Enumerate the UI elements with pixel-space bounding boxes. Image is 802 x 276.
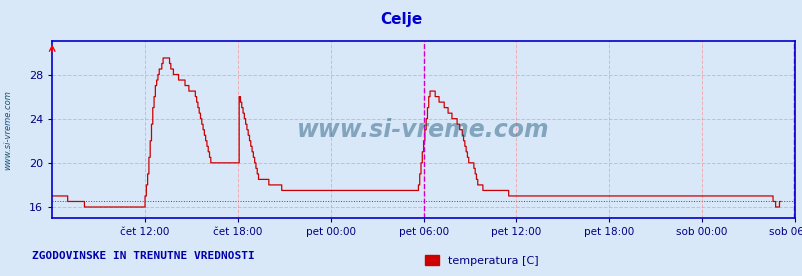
Text: ZGODOVINSKE IN TRENUTNE VREDNOSTI: ZGODOVINSKE IN TRENUTNE VREDNOSTI: [32, 251, 254, 261]
Text: www.si-vreme.com: www.si-vreme.com: [297, 118, 549, 142]
Text: www.si-vreme.com: www.si-vreme.com: [3, 90, 13, 170]
Text: Celje: Celje: [380, 12, 422, 27]
Legend: temperatura [C]: temperatura [C]: [420, 251, 542, 270]
